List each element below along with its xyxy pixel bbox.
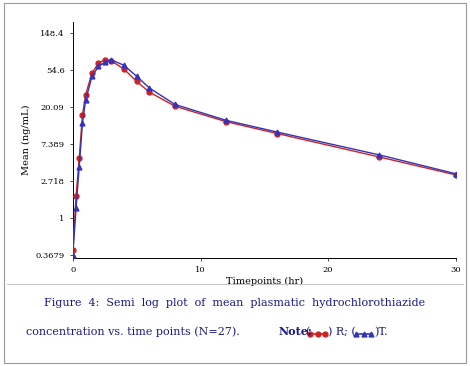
Text: concentration vs. time points (N=27).: concentration vs. time points (N=27). (26, 326, 243, 337)
X-axis label: Timepoints (hr): Timepoints (hr) (226, 277, 303, 286)
Y-axis label: Mean (ng/mL): Mean (ng/mL) (22, 105, 31, 175)
Text: (: ( (306, 326, 310, 337)
Text: Figure  4:  Semi  log  plot  of  mean  plasmatic  hydrochlorothiazide: Figure 4: Semi log plot of mean plasmati… (45, 298, 425, 308)
Text: )T.: )T. (374, 326, 388, 337)
Text: Note:: Note: (278, 326, 312, 337)
Text: ) R; (: ) R; ( (328, 326, 356, 337)
